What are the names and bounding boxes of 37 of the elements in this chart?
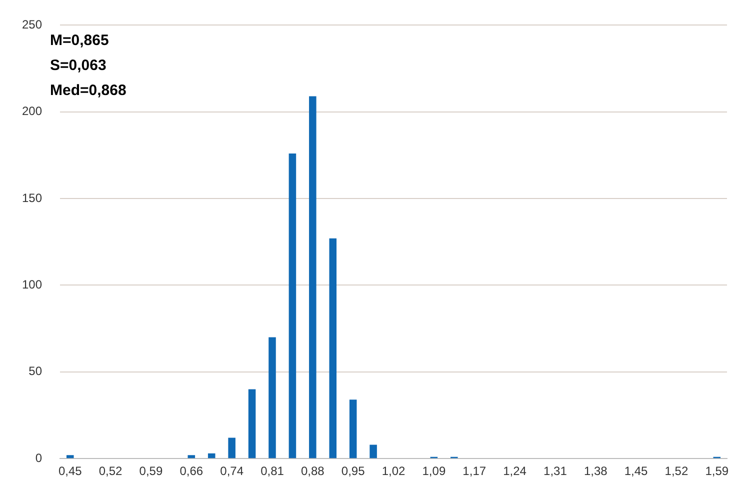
bar: [349, 400, 357, 458]
bar: [66, 455, 74, 458]
y-tick-label: 250: [22, 18, 42, 32]
bar: [288, 153, 296, 458]
bar: [329, 238, 337, 458]
bar: [228, 438, 236, 458]
x-tick-label: 1,09: [422, 464, 446, 478]
bar: [208, 453, 216, 458]
y-tick-label: 200: [22, 104, 42, 118]
x-tick-label: 1,02: [382, 464, 406, 478]
x-tick-label: 1,24: [503, 464, 527, 478]
x-tick-label: 0,74: [220, 464, 244, 478]
x-tick-label: 0,45: [58, 464, 82, 478]
x-tick-label: 0,66: [180, 464, 204, 478]
x-tick-label: 1,59: [705, 464, 729, 478]
x-tick-label: 1,45: [624, 464, 648, 478]
annotation: M=0,865: [50, 32, 109, 49]
x-tick-label: 1,17: [462, 464, 486, 478]
bar: [309, 96, 316, 458]
y-tick-label: 150: [22, 190, 42, 205]
bar: [268, 337, 276, 458]
y-tick-label: 100: [22, 278, 42, 292]
y-tick-label: 0: [35, 450, 42, 465]
x-tick-label: 0,52: [98, 464, 123, 478]
x-tick-label: 1,31: [544, 464, 568, 478]
x-tick-label: 1,52: [664, 464, 688, 478]
annotation: Med=0,868: [50, 82, 126, 99]
x-tick-label: 1,38: [584, 464, 608, 478]
bar: [188, 455, 196, 458]
x-tick-label: 0,81: [260, 464, 284, 478]
x-tick-label: 0,59: [139, 464, 163, 478]
bar: [370, 444, 377, 458]
y-tick-label: 50: [28, 364, 42, 378]
bar: [248, 389, 256, 458]
x-tick-label: 0,95: [341, 464, 366, 478]
annotation: S=0,063: [50, 56, 106, 74]
x-tick-label: 0,88: [300, 464, 325, 478]
